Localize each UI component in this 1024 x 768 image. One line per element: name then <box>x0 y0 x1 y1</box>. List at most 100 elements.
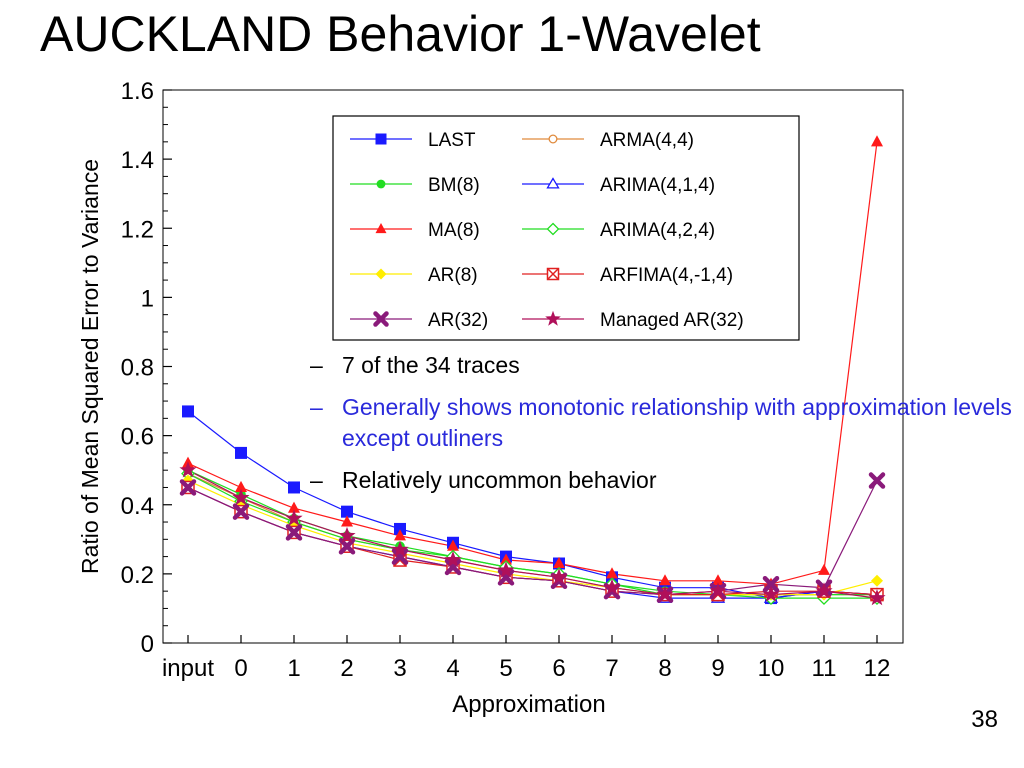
note-text-3: Relatively uncommon behavior <box>342 467 657 493</box>
data-point-8-2 <box>285 524 303 541</box>
x-tick-label: 3 <box>393 655 406 682</box>
data-point-8-1 <box>232 503 250 520</box>
legend: LAST ARMA(4,4) BM(8) ARIMA(4,1,4) MA(8) ARIMA… <box>332 115 800 341</box>
data-point-0-4 <box>394 522 406 535</box>
y-tick-label: 0.8 <box>121 355 154 382</box>
x-tick-label: 0 <box>234 655 247 682</box>
x-tick-label: 7 <box>605 655 618 682</box>
data-point-9-4 <box>391 540 409 557</box>
y-tick-label: 0.4 <box>121 493 154 520</box>
x-tick-label: 12 <box>864 655 891 682</box>
series-line-0 <box>187 410 878 599</box>
note-bullet-2: – Generally shows monotonic relationship … <box>310 394 1012 451</box>
data-point-4-2 <box>288 501 300 513</box>
data-point-9-9 <box>656 585 674 602</box>
y-tick-label: 1.6 <box>121 78 154 105</box>
legend-marker-0 <box>375 133 387 145</box>
y-tick-label: 1.4 <box>121 147 154 174</box>
data-point-4-1 <box>235 480 247 492</box>
data-point-4-3 <box>341 515 353 527</box>
x-tick-label: 6 <box>552 655 565 682</box>
x-tick-label: 9 <box>711 655 724 682</box>
note-bullet-1: –7 of the 34 traces <box>310 352 520 378</box>
legend-label-3: ARIMA(4,1,4) <box>600 175 715 196</box>
data-point-9-11 <box>762 585 780 602</box>
x-tick-label: 10 <box>758 655 785 682</box>
data-point-0-2 <box>288 481 300 494</box>
data-point-9-1 <box>232 488 250 506</box>
data-point-4-9 <box>659 574 671 586</box>
data-point-9-0 <box>179 461 197 478</box>
series-line-4 <box>187 141 878 585</box>
x-tick-label: 2 <box>340 655 353 682</box>
data-point-8-13 <box>868 472 886 489</box>
legend-marker-9 <box>545 310 561 326</box>
data-point-9-5 <box>444 551 462 568</box>
series-line-9 <box>187 469 878 599</box>
legend-marker-7 <box>546 267 560 281</box>
legend-label-8: AR(32) <box>428 310 488 331</box>
data-point-8-11 <box>762 575 780 593</box>
data-point-4-8 <box>606 567 618 579</box>
x-tick-label: input <box>162 655 214 682</box>
y-axis-label: Ratio of Mean Squared Error to Variance <box>77 159 103 574</box>
data-point-9-10 <box>709 582 727 599</box>
data-point-4-6 <box>500 553 512 565</box>
data-point-4-5 <box>447 539 459 551</box>
x-tick-label: 5 <box>499 655 512 682</box>
data-point-4-4 <box>394 529 406 541</box>
data-point-8-0 <box>179 479 197 496</box>
series-line-8 <box>187 480 878 596</box>
data-point-9-8 <box>603 578 621 595</box>
legend-label-0: LAST <box>428 130 476 151</box>
y-tick-label: 0 <box>141 631 154 658</box>
data-point-0-1 <box>235 446 247 459</box>
legend-label-6: AR(8) <box>428 265 478 286</box>
x-axis-label: Approximation <box>452 691 605 718</box>
y-tick-label: 1 <box>141 285 154 312</box>
legend-label-7: ARFIMA(4,-1,4) <box>600 265 733 286</box>
data-point-0-3 <box>341 505 353 518</box>
legend-label-1: ARMA(4,4) <box>600 130 694 151</box>
data-point-4-13 <box>871 135 883 147</box>
note-bullet-3: – Relatively uncommon behavior <box>310 467 657 493</box>
legend-marker-8 <box>373 311 389 327</box>
series-line-5 <box>187 473 877 599</box>
legend-marker-2 <box>376 179 386 189</box>
legend-label-4: MA(8) <box>428 220 480 241</box>
x-tick-label: 1 <box>287 655 300 682</box>
legend-marker-3 <box>546 177 560 189</box>
data-point-9-3 <box>338 526 356 544</box>
data-point-9-2 <box>285 509 303 526</box>
data-point-4-7 <box>553 556 565 569</box>
x-tick-label: 11 <box>812 655 837 682</box>
legend-box <box>332 115 800 341</box>
note-text-2: Generally shows monotonic relationship w… <box>342 394 1012 451</box>
legend-label-2: BM(8) <box>428 175 480 196</box>
legend-marker-4 <box>375 222 387 234</box>
legend-marker-1 <box>548 134 558 144</box>
series-layer <box>179 135 886 606</box>
data-point-4-12 <box>818 563 830 575</box>
y-tick-label: 0.2 <box>121 562 154 589</box>
data-point-6-13 <box>871 574 883 587</box>
x-tick-label: 4 <box>446 655 459 682</box>
data-point-0-0 <box>182 405 194 418</box>
legend-marker-5 <box>546 222 560 236</box>
data-point-9-12 <box>815 582 833 599</box>
data-point-9-6 <box>497 561 515 578</box>
notes-list: –7 of the 34 traces – Generally shows mon… <box>308 350 1024 507</box>
data-point-9-7 <box>550 568 568 585</box>
y-tick-label: 0.6 <box>121 424 154 451</box>
data-point-9-13 <box>868 589 886 606</box>
page-number: 38 <box>971 706 998 733</box>
legend-label-9: Managed AR(32) <box>600 310 744 331</box>
data-point-4-10 <box>712 574 724 586</box>
legend-marker-6 <box>375 268 387 280</box>
x-tick-label: 8 <box>658 655 671 682</box>
legend-label-5: ARIMA(4,2,4) <box>600 220 715 241</box>
note-text-1: 7 of the 34 traces <box>342 352 520 378</box>
slide-title: AUCKLAND Behavior 1-Wavelet <box>40 6 761 62</box>
y-tick-label: 1.2 <box>121 216 154 243</box>
